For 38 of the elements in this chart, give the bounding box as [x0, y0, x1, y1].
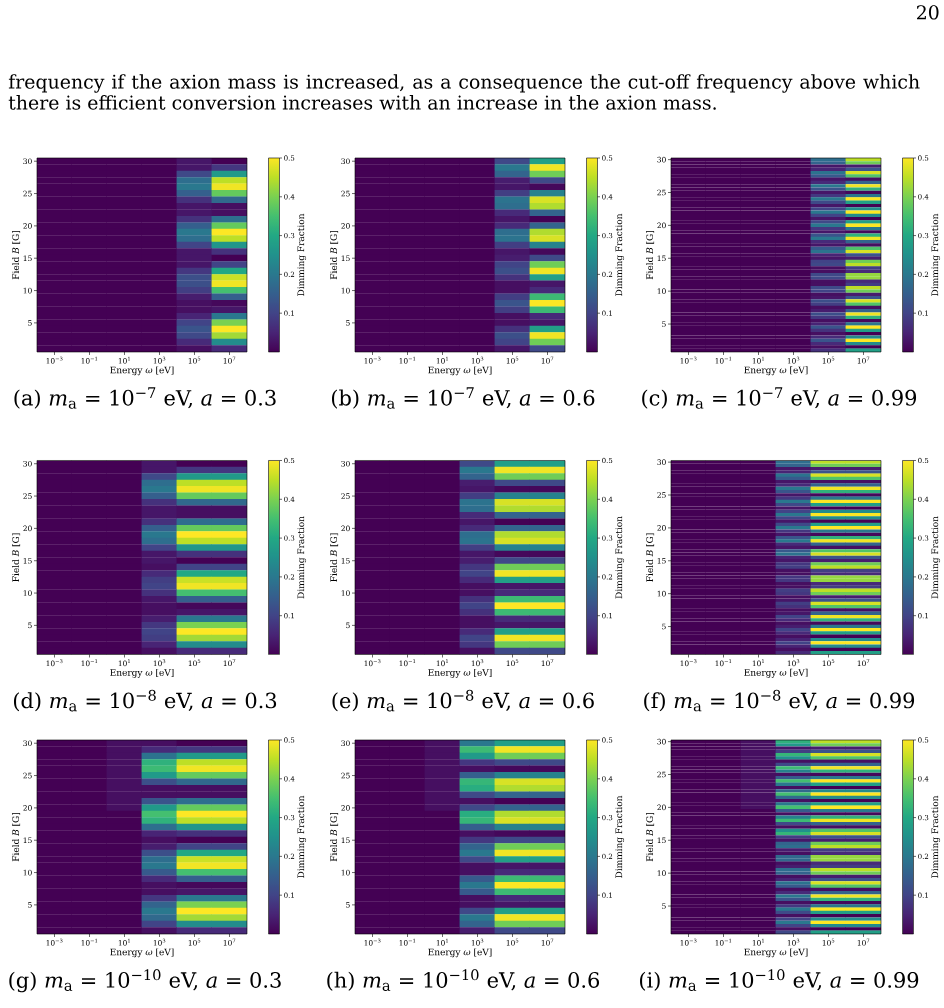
y-axis-title: Field B [G]	[330, 533, 339, 582]
x-axis-title: Energy ω [eV]	[110, 366, 174, 376]
color-bar-title: Dimming Fraction	[297, 213, 307, 296]
color-bar-title: Dimming Fraction	[297, 516, 307, 599]
x-axis-title: Energy ω [eV]	[428, 366, 492, 376]
text: (h) m$_{a}$ = 10$^{−10}$ eV, a = 0.6	[327, 969, 600, 991]
text: (i) m$_{a}$ = 10$^{−10}$ eV, a = 0.99	[640, 969, 919, 991]
text: (g) m$_{a}$ = 10$^{−10}$ eV, a = 0.3	[9, 969, 281, 993]
color-bar-title: Dimming Fraction	[615, 213, 625, 296]
text: (d) m$_{a}$ = 10$^{−8}$ eV, a = 0.3	[13, 689, 277, 712]
x-axis-title: Energy ω [eV]	[744, 366, 808, 376]
color-bar-title: Dimming Fraction	[615, 795, 625, 878]
x-axis-title: Energy ω [eV]	[428, 948, 492, 958]
color-bar-title: Dimming Fraction	[615, 516, 625, 599]
y-axis-title: Field B [G]	[330, 231, 339, 280]
color-bar-title: Dimming Fraction	[297, 795, 307, 878]
text: (c) m$_{a}$ = 10$^{−7}$ eV, a = 0.99	[642, 387, 917, 409]
text: (f) m$_{a}$ = 10$^{−8}$ eV, a = 0.99	[644, 689, 915, 712]
y-axis-title: Field B [G]	[12, 813, 21, 862]
x-axis-title: Energy ω [eV]	[110, 948, 174, 958]
y-axis-title: Field B [G]	[12, 231, 21, 280]
x-axis-title: Energy ω [eV]	[744, 948, 808, 958]
x-axis-title: Energy ω [eV]	[428, 668, 492, 678]
y-axis-title: Field B [G]	[646, 231, 655, 280]
y-axis-title: Field B [G]	[12, 533, 21, 582]
y-axis-title: Field B [G]	[646, 813, 655, 862]
text: (a) m$_{a}$ = 10$^{−7}$ eV, a = 0.3	[14, 387, 276, 409]
y-axis-title: Field B [G]	[330, 813, 339, 862]
color-bar-title: Dimming Fraction	[931, 213, 941, 296]
text: 20	[916, 5, 939, 20]
color-bar-title: Dimming Fraction	[931, 516, 941, 599]
color-bar-title: Dimming Fraction	[931, 795, 941, 878]
text: (b) m$_{a}$ = 10$^{−7}$ eV, a = 0.6	[331, 387, 595, 409]
x-axis-title: Energy ω [eV]	[744, 668, 808, 678]
y-axis-title: Field B [G]	[646, 533, 655, 582]
text: (e) m$_{a}$ = 10$^{−8}$ eV, a = 0.6	[332, 689, 594, 712]
text: frequency if the axion mass is increased, as a consequence the cut-off frequency above which there is efficient conversion increases with an increase in the axion mass.	[8, 74, 920, 110]
x-axis-title: Energy ω [eV]	[110, 668, 174, 678]
